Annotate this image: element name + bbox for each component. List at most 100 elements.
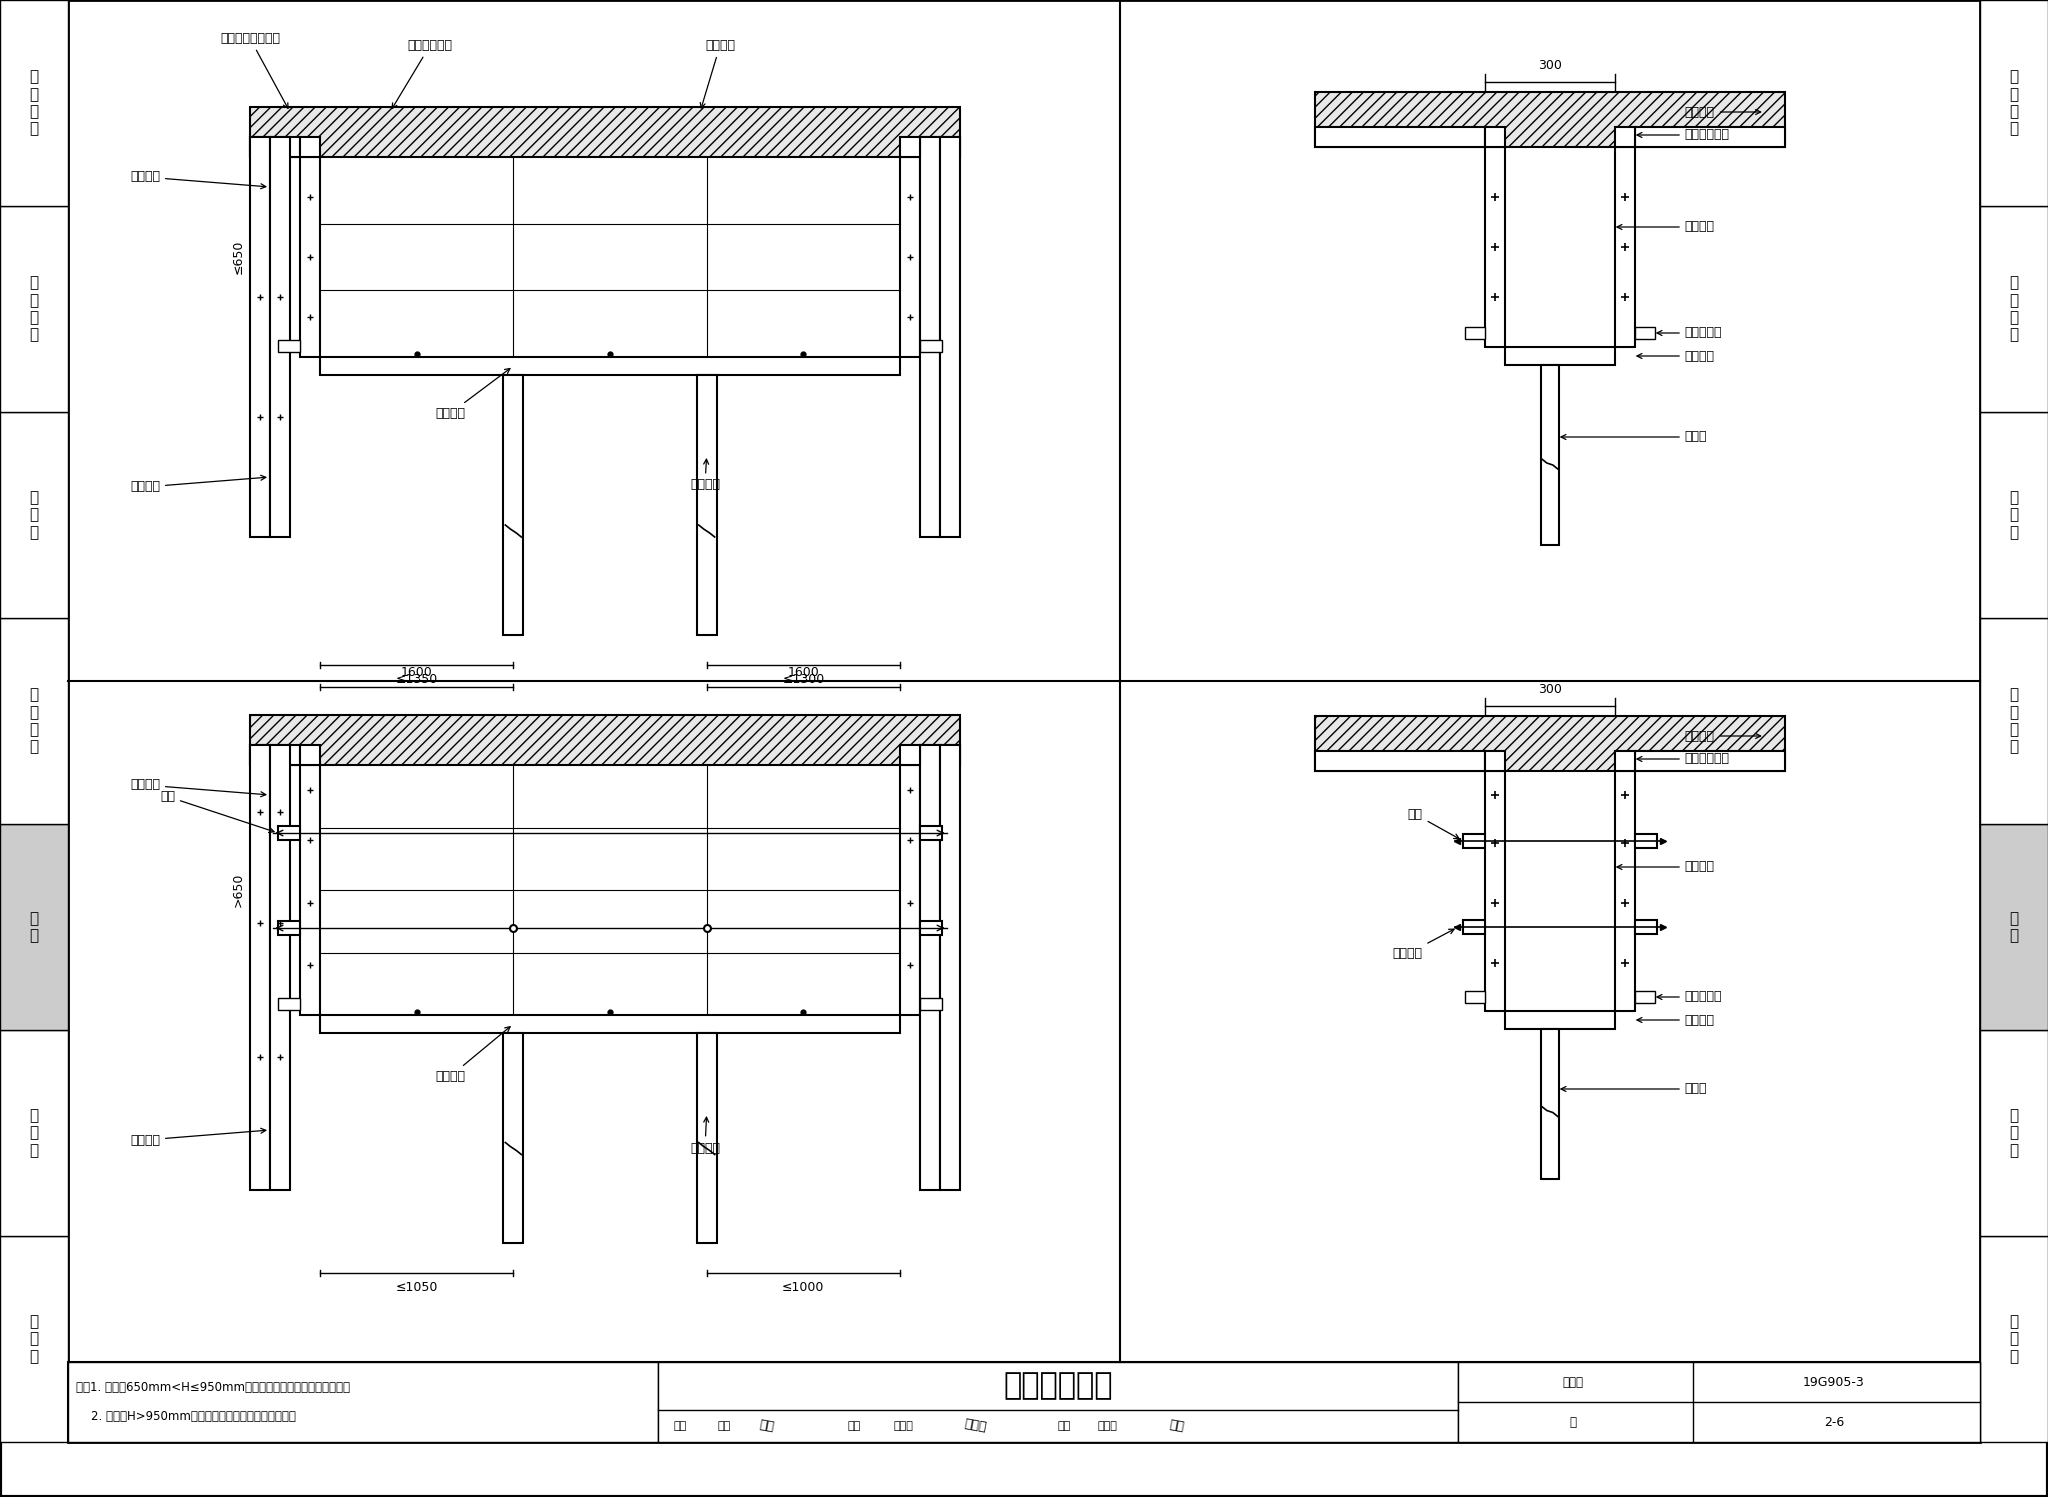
Text: 构
配
件: 构 配 件	[2009, 1108, 2019, 1157]
Text: 梁侧模板: 梁侧模板	[1618, 220, 1714, 234]
Text: 孙发波: 孙发波	[963, 1418, 987, 1434]
Bar	[940, 138, 961, 537]
Bar	[299, 746, 319, 765]
Text: 2. 当梁高H>950mm时，两侧模板布置两道水平背楞。: 2. 当梁高H>950mm时，两侧模板布置两道水平背楞。	[76, 1410, 295, 1424]
Bar	[920, 746, 961, 765]
Bar	[899, 746, 920, 765]
Text: 300: 300	[1538, 58, 1563, 72]
Bar	[250, 716, 961, 765]
Bar	[270, 138, 291, 537]
Text: 孙岩波: 孙岩波	[893, 1421, 913, 1431]
Bar	[250, 746, 270, 1190]
Text: ≤650: ≤650	[231, 240, 246, 274]
Text: 1600: 1600	[788, 666, 819, 680]
Text: 设
计: 设 计	[29, 910, 39, 943]
Text: 楼板模板: 楼板模板	[1686, 729, 1761, 743]
Bar	[920, 998, 942, 1010]
Text: 页: 页	[1569, 1416, 1577, 1428]
Text: 审核: 审核	[674, 1421, 686, 1431]
Bar	[0, 618, 68, 823]
Bar	[899, 138, 920, 157]
Bar	[1485, 771, 1505, 1010]
Text: 质
量
检
查: 质 量 检 查	[2009, 275, 2019, 343]
Text: 楼板模板: 楼板模板	[1686, 105, 1761, 118]
Bar	[68, 1362, 657, 1442]
Text: 300: 300	[1538, 683, 1563, 696]
Text: 校对: 校对	[848, 1421, 862, 1431]
Bar	[1464, 326, 1485, 338]
Bar	[920, 138, 961, 157]
Bar	[1980, 412, 2048, 618]
Text: 计
算
示
例: 计 算 示 例	[29, 69, 39, 136]
Bar	[1634, 991, 1655, 1003]
Bar	[1315, 127, 1485, 147]
Text: 施
工
安
装: 施 工 安 装	[29, 687, 39, 754]
Text: 总
说
明: 总 说 明	[29, 1314, 39, 1364]
Bar	[1540, 365, 1559, 545]
Text: 梁底模板: 梁底模板	[1636, 349, 1714, 362]
Bar	[1634, 751, 1784, 771]
Text: 模板连接角: 模板连接角	[1657, 991, 1722, 1003]
Text: 与
验
收: 与 验 收	[2009, 490, 2019, 540]
Bar	[920, 921, 942, 936]
Bar	[1980, 1030, 2048, 1237]
Text: 19G905-3: 19G905-3	[1802, 1376, 1866, 1389]
Bar	[250, 746, 299, 765]
Bar	[696, 1033, 717, 1243]
Text: 武兴亮: 武兴亮	[1098, 1421, 1118, 1431]
Text: 模板连接角: 模板连接角	[1657, 326, 1722, 340]
Bar	[299, 765, 319, 1015]
Bar	[940, 746, 961, 1190]
Bar	[279, 921, 299, 936]
Bar	[0, 207, 68, 412]
Bar	[1980, 823, 2048, 1030]
Text: 与
验
收: 与 验 收	[29, 490, 39, 540]
Bar	[504, 1033, 524, 1243]
Bar	[1980, 1237, 2048, 1442]
Text: 楼板阴角转角模板: 楼板阴角转角模板	[219, 31, 289, 108]
Bar	[299, 157, 319, 356]
Text: 1600: 1600	[401, 666, 432, 680]
Text: 楼板阴角模板: 楼板阴角模板	[391, 39, 453, 108]
Text: 施
工
安
装: 施 工 安 装	[2009, 687, 2019, 754]
Text: 设
计: 设 计	[2009, 910, 2019, 943]
Bar	[250, 138, 299, 157]
Bar	[0, 1237, 68, 1442]
Bar	[1614, 147, 1634, 347]
Bar	[1614, 771, 1634, 1010]
Bar	[1980, 618, 2048, 823]
Bar	[319, 1015, 899, 1033]
Bar	[1540, 1028, 1559, 1180]
Text: 辛伟: 辛伟	[719, 1421, 731, 1431]
Text: 梁模板配置图: 梁模板配置图	[1004, 1371, 1112, 1401]
Text: 总
说
明: 总 说 明	[2009, 1314, 2019, 1364]
Bar	[1315, 716, 1784, 771]
Bar	[1485, 147, 1505, 347]
Bar	[1485, 751, 1505, 771]
Bar	[1485, 127, 1505, 147]
Text: 内墙模板: 内墙模板	[129, 475, 266, 494]
Text: 注：1. 当梁高650mm<H≤950mm时，梁侧模板布置一道水平背楞；: 注：1. 当梁高650mm<H≤950mm时，梁侧模板布置一道水平背楞；	[76, 1382, 350, 1394]
Text: 梁支撑头: 梁支撑头	[690, 460, 721, 491]
Text: 梁支撑: 梁支撑	[1561, 431, 1708, 443]
Bar	[920, 746, 940, 1190]
Bar	[1614, 751, 1634, 771]
Bar	[250, 138, 270, 537]
Bar	[0, 0, 68, 207]
Text: 2-6: 2-6	[1823, 1416, 1843, 1428]
Text: ≤1000: ≤1000	[782, 1281, 825, 1293]
Bar	[279, 826, 299, 840]
Text: 梁支撑: 梁支撑	[1561, 1082, 1708, 1096]
Bar	[1464, 991, 1485, 1003]
Bar	[319, 356, 899, 376]
Text: 图集号: 图集号	[1563, 1376, 1583, 1389]
Text: 梁侧模板: 梁侧模板	[700, 39, 735, 108]
Bar	[657, 1362, 1458, 1442]
Bar	[1980, 207, 2048, 412]
Bar	[279, 998, 299, 1010]
Bar	[920, 138, 940, 537]
Text: 内墙模板: 内墙模板	[129, 1129, 266, 1147]
Text: 楼板阴角模板: 楼板阴角模板	[1636, 129, 1731, 142]
Bar	[920, 826, 942, 840]
Bar	[1614, 127, 1634, 147]
